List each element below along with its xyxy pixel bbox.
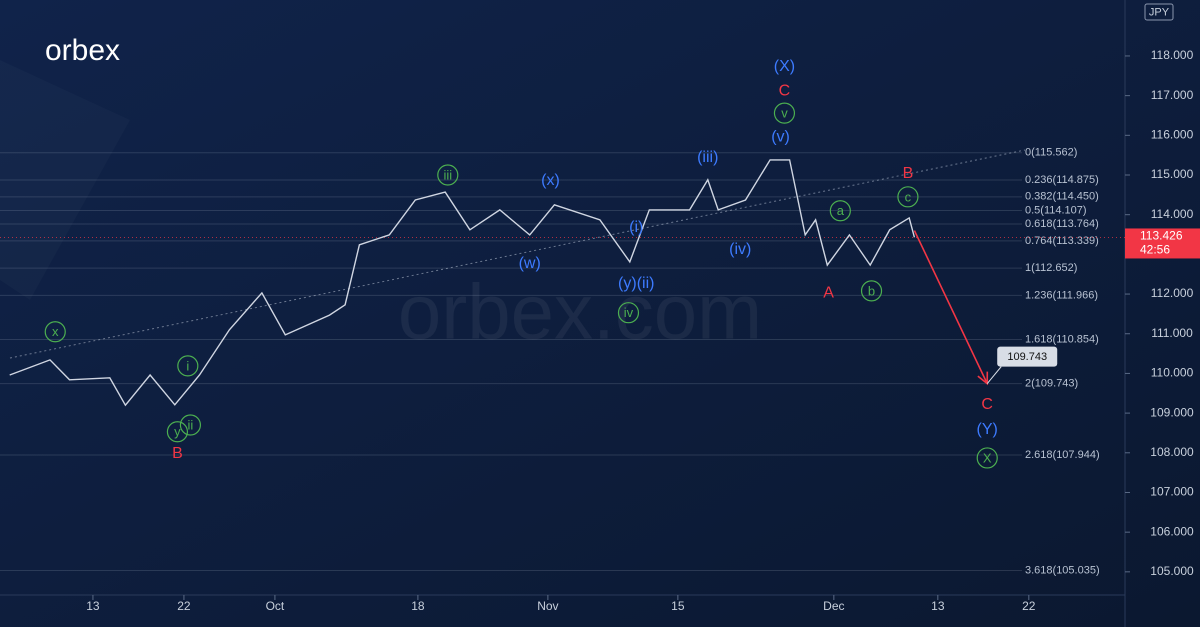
last-price: 113.426 — [1140, 229, 1183, 243]
x-tick-label: 13 — [931, 599, 945, 613]
wave-circle — [773, 102, 796, 124]
y-tick-label: 115.000 — [1151, 167, 1194, 181]
wave-label: A — [823, 284, 834, 301]
wave-label: (iv) — [729, 241, 751, 258]
y-tick-label: 108.000 — [1150, 445, 1194, 459]
currency: JPY — [1149, 6, 1170, 18]
wave-label: C — [779, 82, 791, 99]
fib-label: 1.618(110.854) — [1025, 333, 1099, 345]
x-tick-label: 18 — [411, 599, 425, 613]
y-tick-label: 111.000 — [1151, 326, 1193, 340]
fib-label: 2.618(107.944) — [1025, 449, 1100, 461]
target-connector — [986, 366, 1002, 384]
wave-label: b — [868, 283, 875, 298]
target-box — [997, 346, 1058, 367]
wave-label: v — [781, 106, 788, 121]
wave-label: ii — [188, 417, 194, 432]
wave-label: x — [52, 324, 59, 339]
wave-label: B — [172, 445, 183, 462]
wave-label: c — [905, 189, 912, 204]
wave-circle — [860, 280, 883, 302]
currency-box — [1144, 3, 1174, 21]
wave-label: B — [903, 165, 914, 182]
x-tick-label: Nov — [537, 599, 558, 613]
wave-label: i — [186, 358, 189, 373]
y-tick-label: 105.000 — [1150, 564, 1194, 578]
wave-label: C — [981, 396, 993, 413]
y-tick-label: 109.000 — [1150, 405, 1194, 419]
x-tick-label: 13 — [86, 599, 100, 613]
wave-label: (v) — [771, 128, 790, 145]
projection-arrow — [913, 230, 988, 384]
x-tick-label: 22 — [1022, 599, 1036, 613]
fib-label: 0(115.562) — [1025, 147, 1077, 159]
fib-label: 0.5(114.107) — [1025, 204, 1087, 216]
wave-circle — [829, 200, 851, 222]
x-tick-label: 15 — [671, 599, 685, 613]
wave-circle — [897, 186, 919, 208]
wave-circle — [166, 421, 189, 443]
target-label: 109.743 — [1007, 351, 1047, 363]
wave-circle — [437, 164, 459, 186]
wave-label: y — [174, 424, 181, 439]
x-tick-label: Dec — [823, 599, 844, 613]
price-line — [9, 159, 916, 407]
fib-label: 0.764(113.339) — [1025, 235, 1099, 247]
fib-label: 2(109.743) — [1025, 378, 1078, 390]
fib-label: 0.236(114.875) — [1025, 174, 1099, 186]
fib-label: 1.236(111.966) — [1025, 289, 1098, 301]
y-tick-label: 116.000 — [1151, 127, 1194, 141]
y-tick-label: 107.000 — [1150, 485, 1194, 499]
watermark: orbex.com — [398, 268, 762, 356]
wave-circle — [177, 355, 199, 377]
wave-label: (Y) — [977, 421, 998, 438]
y-tick-label: 112.000 — [1151, 286, 1194, 300]
x-tick-label: 22 — [177, 599, 191, 613]
wave-label: (iii) — [697, 149, 718, 166]
countdown: 42:56 — [1140, 243, 1170, 257]
fib-label: 0.382(114.450) — [1025, 191, 1099, 203]
wave-circle — [179, 414, 202, 436]
wave-circle — [976, 447, 998, 469]
y-tick-label: 110.000 — [1151, 366, 1194, 380]
wave-circle — [44, 321, 66, 343]
wave-label: (y)(ii) — [618, 275, 654, 292]
last-price-box — [1125, 228, 1200, 259]
fib-label: 1(112.652) — [1025, 262, 1077, 274]
arrow-head — [977, 371, 989, 386]
wave-label: (X) — [774, 58, 795, 75]
wave-label: X — [983, 450, 992, 465]
y-tick-label: 114.000 — [1151, 207, 1194, 221]
brand-logo: orbex — [45, 34, 120, 67]
wave-circle — [617, 302, 640, 324]
y-tick-label: 106.000 — [1150, 524, 1194, 538]
y-tick-label: 117.000 — [1151, 88, 1194, 102]
wave-label: a — [837, 203, 845, 218]
wave-label: (i) — [629, 219, 643, 236]
fib-label: 0.618(113.764) — [1025, 218, 1099, 230]
x-tick-label: Oct — [266, 599, 285, 613]
wave-label: (w) — [519, 255, 541, 272]
fib-label: 3.618(105.035) — [1025, 564, 1100, 576]
wave-label: iv — [624, 305, 634, 320]
y-tick-label: 118.000 — [1151, 48, 1194, 62]
wave-label: iii — [443, 167, 452, 182]
wave-label: (x) — [541, 172, 560, 189]
